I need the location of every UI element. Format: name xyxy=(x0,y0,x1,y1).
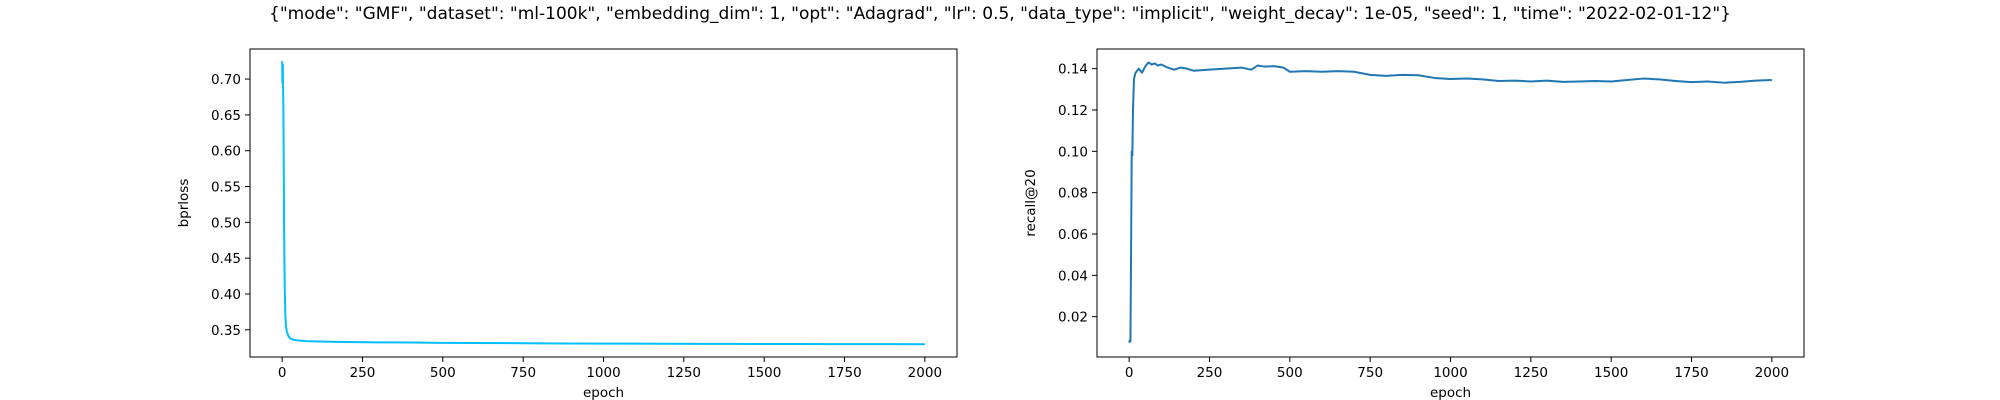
x-tick-label: 1500 xyxy=(747,365,781,381)
y-axis-label: recall@20 xyxy=(1023,169,1039,236)
x-tick-label: 750 xyxy=(1357,365,1383,381)
y-tick-label: 0.14 xyxy=(1058,62,1088,78)
plot-frame xyxy=(249,48,958,358)
x-tick-label: 1000 xyxy=(1433,365,1467,381)
y-tick-label: 0.06 xyxy=(1058,227,1088,243)
x-tick-label: 0 xyxy=(278,365,287,381)
x-tick-label: 750 xyxy=(510,365,536,381)
series-line-1 xyxy=(281,61,925,346)
x-axis-label: epoch xyxy=(1430,385,1471,400)
x-tick-label: 2000 xyxy=(1755,365,1789,381)
y-tick-label: 0.04 xyxy=(1058,268,1088,284)
chart-panel-2: 0 250 500 750 1000 1250 1500 1750 2000 0.02 0.04 0.… xyxy=(1023,48,1805,400)
x-tick-label: 1750 xyxy=(827,365,861,381)
x-tick-label: 250 xyxy=(350,365,376,381)
y-tick-label: 0.65 xyxy=(211,108,241,124)
x-tick-label: 0 xyxy=(1125,365,1134,381)
y-tick-label: 0.40 xyxy=(211,287,241,303)
series-line-1 xyxy=(1128,61,1772,343)
y-tick-label: 0.10 xyxy=(1058,144,1088,160)
y-tick-label: 0.55 xyxy=(211,180,241,196)
x-axis-label: epoch xyxy=(583,385,624,400)
x-tick-label: 1750 xyxy=(1674,365,1708,381)
y-tick-label: 0.02 xyxy=(1058,310,1088,326)
x-tick-label: 250 xyxy=(1197,365,1223,381)
y-tick-label: 0.45 xyxy=(211,251,241,267)
y-tick-label: 0.35 xyxy=(211,323,241,339)
y-tick-label: 0.08 xyxy=(1058,186,1088,202)
figure-title: {"mode": "GMF", "dataset": "ml-100k", "e… xyxy=(269,4,1731,24)
x-tick-label: 500 xyxy=(430,365,456,381)
x-tick-label: 500 xyxy=(1277,365,1303,381)
y-tick-label: 0.70 xyxy=(211,72,241,88)
x-tick-label: 1500 xyxy=(1594,365,1628,381)
x-tick-label: 1250 xyxy=(1514,365,1548,381)
x-tick-label: 1250 xyxy=(667,365,701,381)
x-tick-label: 2000 xyxy=(908,365,942,381)
y-tick-label: 0.12 xyxy=(1058,103,1088,119)
y-tick-label: 0.50 xyxy=(211,215,241,231)
plot-frame xyxy=(1096,48,1805,358)
chart-panel-1: 0 250 500 750 1000 1250 1500 1750 2000 0.35 0.40 0.… xyxy=(176,48,958,400)
y-tick-label: 0.60 xyxy=(211,144,241,160)
x-tick-label: 1000 xyxy=(586,365,620,381)
y-axis-label: bprloss xyxy=(176,179,192,228)
